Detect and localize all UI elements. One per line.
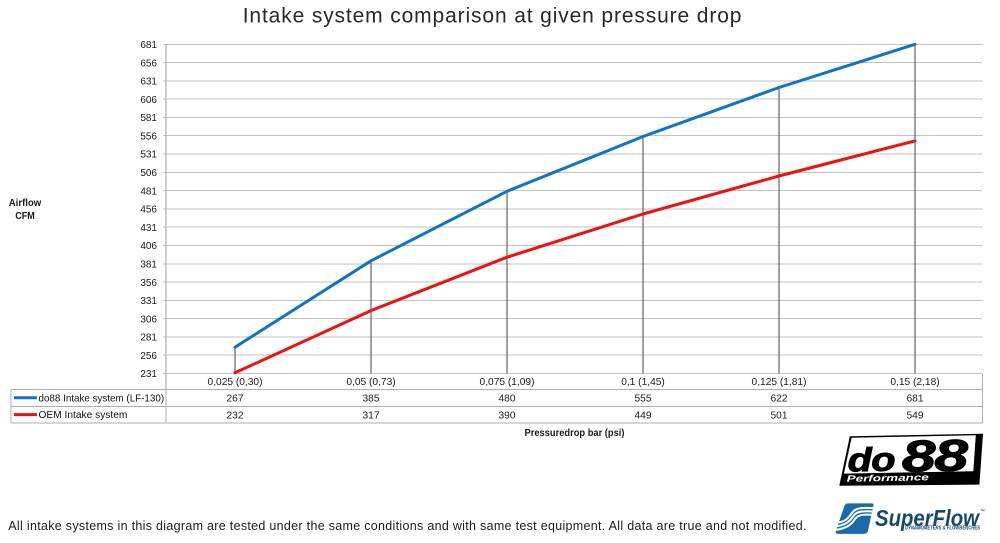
svg-text:622: 622 bbox=[771, 394, 788, 405]
svg-text:256: 256 bbox=[140, 351, 157, 362]
svg-text:356: 356 bbox=[140, 278, 157, 289]
svg-text:506: 506 bbox=[140, 168, 157, 179]
svg-text:549: 549 bbox=[907, 410, 924, 421]
svg-text:406: 406 bbox=[140, 241, 157, 252]
svg-text:556: 556 bbox=[140, 131, 157, 142]
svg-text:555: 555 bbox=[635, 394, 652, 405]
svg-text:0,15 (2,18): 0,15 (2,18) bbox=[890, 377, 939, 388]
svg-text:581: 581 bbox=[140, 113, 157, 124]
svg-text:656: 656 bbox=[140, 58, 157, 69]
svg-text:631: 631 bbox=[140, 77, 157, 88]
svg-text:0,1 (1,45): 0,1 (1,45) bbox=[621, 377, 665, 388]
svg-text:SuperFlow: SuperFlow bbox=[875, 505, 981, 531]
svg-text:Airflow: Airflow bbox=[9, 198, 42, 209]
svg-text:481: 481 bbox=[140, 186, 157, 197]
svg-text:267: 267 bbox=[227, 394, 244, 405]
svg-text:88: 88 bbox=[901, 431, 969, 481]
svg-text:501: 501 bbox=[771, 410, 788, 421]
svg-text:Intake system comparison at gi: Intake system comparison at given pressu… bbox=[243, 4, 743, 27]
svg-text:Pressuredrop bar (psi): Pressuredrop bar (psi) bbox=[525, 427, 625, 439]
svg-text:281: 281 bbox=[140, 333, 157, 344]
svg-text:480: 480 bbox=[499, 394, 516, 405]
svg-text:606: 606 bbox=[140, 95, 157, 106]
svg-text:431: 431 bbox=[140, 223, 157, 234]
svg-text:CFM: CFM bbox=[15, 211, 35, 222]
svg-text:232: 232 bbox=[227, 410, 244, 421]
svg-text:456: 456 bbox=[140, 205, 157, 216]
svg-text:0,025 (0,30): 0,025 (0,30) bbox=[208, 377, 263, 388]
svg-text:306: 306 bbox=[140, 314, 157, 325]
svg-text:331: 331 bbox=[140, 296, 157, 307]
svg-text:Performance: Performance bbox=[847, 472, 929, 484]
svg-text:0,125 (1,81): 0,125 (1,81) bbox=[752, 377, 807, 388]
svg-text:0,075 (1,09): 0,075 (1,09) bbox=[480, 377, 535, 388]
svg-text:DYNAMOMETERS & FLOWBENCHES: DYNAMOMETERS & FLOWBENCHES bbox=[905, 525, 981, 531]
svg-text:231: 231 bbox=[140, 369, 157, 380]
svg-text:449: 449 bbox=[635, 410, 652, 421]
svg-text:390: 390 bbox=[499, 410, 516, 421]
svg-text:531: 531 bbox=[140, 150, 157, 161]
svg-text:681: 681 bbox=[140, 40, 157, 51]
svg-text:do88 Intake system (LF-130): do88 Intake system (LF-130) bbox=[39, 393, 165, 404]
svg-text:0,05 (0,73): 0,05 (0,73) bbox=[346, 377, 395, 388]
svg-text:681: 681 bbox=[907, 394, 924, 405]
svg-text:317: 317 bbox=[363, 410, 380, 421]
svg-text:do: do bbox=[847, 441, 895, 479]
svg-text:™: ™ bbox=[980, 509, 985, 515]
svg-text:385: 385 bbox=[363, 394, 380, 405]
svg-text:OEM Intake system: OEM Intake system bbox=[39, 410, 128, 421]
svg-text:381: 381 bbox=[140, 260, 157, 271]
svg-text:All intake systems in this dia: All intake systems in this diagram are t… bbox=[8, 519, 806, 533]
